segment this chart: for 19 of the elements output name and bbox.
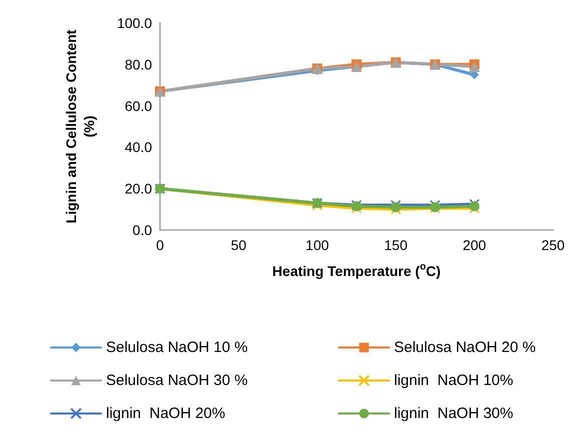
y-tick-label: 80.0 [124,56,152,72]
x-tick-label: 0 [156,237,164,253]
x-tick-label: 150 [384,237,408,253]
legend-label: lignin NaOH 30% [394,405,514,422]
x-tick-label: 250 [541,237,565,253]
legend-label: Selulosa NaOH 20 % [394,339,536,356]
x-tick-label: 200 [462,237,486,253]
legend-label: lignin NaOH 20% [106,405,226,422]
y-tick-label: 0.0 [132,222,152,238]
y-axis-title: Lignin and Cellulose Content (%) [63,29,97,224]
legend-label: Selulosa NaOH 30 % [106,372,248,389]
x-tick-label: 100 [306,237,330,253]
y-tick-label: 20.0 [124,180,152,197]
legend-label: Selulosa NaOH 10 % [106,339,248,356]
x-tick-label: 50 [230,237,247,253]
y-tick-label: 60.0 [124,98,152,114]
legend-label: lignin NaOH 10% [394,372,514,389]
y-tick-label: 100.0 [116,15,152,31]
y-tick-label: 40.0 [124,139,152,156]
